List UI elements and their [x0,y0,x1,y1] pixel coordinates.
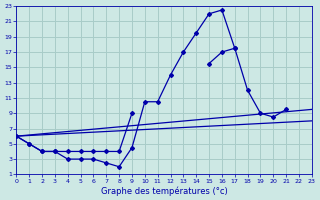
X-axis label: Graphe des températures (°c): Graphe des températures (°c) [101,186,228,196]
